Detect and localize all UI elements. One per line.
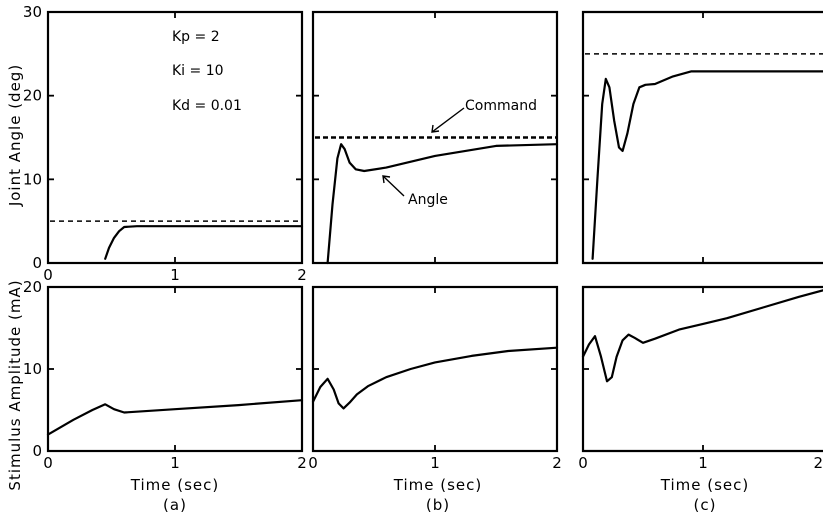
panel-stimulus-a-ytick-label: 10 [23,360,42,378]
param-ki: Ki = 10 [172,63,224,79]
panel-stimulus-a-xtick-label: 1 [170,454,180,472]
panel-angle-b [311,10,559,265]
command-arrowhead [431,124,440,133]
caption-b: (b) [426,496,450,514]
panel-stimulus-b: 0 1 2 [308,285,562,472]
panel-angle-a: 0 10 20 30 0 1 2 [23,3,307,284]
panel-angle-a-xtick-label: 1 [170,266,180,284]
panel-angle-a-ytick-label: 10 [23,170,42,188]
x-axis-label-b: Time (sec) [393,476,482,494]
param-kp: Kp = 2 [172,29,220,45]
panel-angle-b-series-line [326,143,559,265]
panel-angle-a-ytick-label: 20 [23,87,42,105]
panel-stimulus-b-xtick-label: 1 [430,454,440,472]
angle-arrow [382,175,405,197]
panel-stimulus-c-xtick-label: 2 [813,454,823,472]
panel-stimulus-c-xtick-label: 0 [578,454,588,472]
x-axis-label-c: Time (sec) [660,476,749,494]
panel-angle-a-series-line [104,225,304,260]
panel-angle-a-xtick-label: 0 [43,266,53,284]
panel-stimulus-c-xtick-label: 1 [698,454,708,472]
panel-angle-c [581,10,823,265]
panel-stimulus-a-xtick-label: 2 [297,454,307,472]
panel-angle-a-ytick-label: 0 [32,254,42,272]
command-annotation: Command [465,98,537,114]
panel-stimulus-c: 0 1 2 [578,285,823,472]
panel-angle-a-ytick-label: 30 [23,3,42,21]
angle-arrowhead [382,175,391,184]
panel-stimulus-a-xtick-label: 0 [43,454,53,472]
panel-stimulus-a-ytick-label: 20 [23,278,42,296]
x-axis-label-a: Time (sec) [130,476,219,494]
panel-angle-c-frame [581,10,823,265]
param-kd: Kd = 0.01 [172,98,242,114]
caption-a: (a) [163,496,187,514]
panel-angle-a-xtick-label: 2 [297,266,307,284]
panel-stimulus-b-xtick-label: 2 [552,454,562,472]
y-axis-label-bottom: Stimulus Amplitude (mA) [6,279,24,490]
panel-stimulus-a-series-line [46,399,304,436]
panel-angle-c-series-line [591,70,823,260]
y-axis-label-top: Joint Angle (deg) [6,64,24,207]
panel-stimulus-a-ytick-label: 0 [32,442,42,460]
panel-stimulus-a-frame [46,285,304,453]
panel-stimulus-b-xtick-label: 0 [308,454,318,472]
panel-stimulus-b-series-line [311,346,559,410]
panel-stimulus-c-frame [581,285,823,453]
panel-stimulus-c-series-line [581,289,823,383]
command-arrow [431,107,465,133]
panel-stimulus-a: 0 10 20 0 1 2 [23,278,307,472]
panel-stimulus-b-frame [311,285,559,453]
angle-annotation: Angle [408,192,448,208]
caption-c: (c) [694,496,717,514]
